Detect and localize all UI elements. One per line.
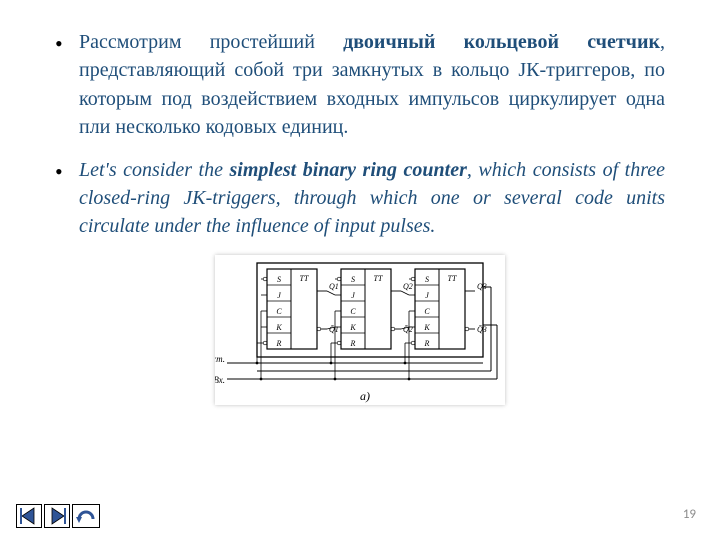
svg-text:K: K	[349, 323, 356, 332]
diagram-container: TTSJCKRQ1Q̄1TTSJCKRQ2Q̄2TTSJCKRQ3Q̄3 Уст…	[55, 255, 665, 405]
bullet-ru-prefix: Рассмотрим простейший	[79, 31, 343, 53]
page-number: 19	[683, 507, 696, 522]
svg-text:Q̄1: Q̄1	[329, 325, 339, 334]
svg-text:S: S	[351, 275, 355, 284]
svg-text:K: K	[423, 323, 430, 332]
svg-text:R: R	[276, 339, 282, 348]
bullet-en: • Let's consider the simplest binary rin…	[55, 156, 665, 241]
svg-text:Q̄2: Q̄2	[403, 325, 413, 334]
svg-text:J: J	[277, 291, 281, 300]
svg-text:Q1: Q1	[329, 282, 339, 291]
svg-text:Q̄3: Q̄3	[477, 325, 487, 334]
input-bx-label: Вх.	[215, 375, 225, 385]
bullet-ru-text: Рассмотрим простейший двоичный кольцевой…	[79, 28, 665, 142]
nav-return-icon[interactable]	[72, 504, 100, 528]
bullet-ru-bold: двоичный кольцевой счетчик	[343, 31, 660, 53]
bullet-en-text: Let's consider the simplest binary ring …	[79, 156, 665, 241]
nav-prev-icon[interactable]	[16, 504, 42, 528]
bullet-en-prefix: Let's consider the	[79, 159, 230, 181]
svg-text:R: R	[350, 339, 356, 348]
svg-text:K: K	[275, 323, 282, 332]
svg-text:J: J	[425, 291, 429, 300]
bullet-ru: • Рассмотрим простейший двоичный кольцев…	[55, 28, 665, 142]
svg-text:Q2: Q2	[403, 282, 413, 291]
slide: • Рассмотрим простейший двоичный кольцев…	[0, 0, 720, 540]
svg-text:C: C	[276, 307, 282, 316]
svg-text:R: R	[424, 339, 430, 348]
diagram-caption: а)	[360, 389, 370, 403]
svg-text:TT: TT	[448, 274, 457, 283]
bullet-marker: •	[55, 28, 79, 59]
ring-counter-diagram: TTSJCKRQ1Q̄1TTSJCKRQ2Q̄2TTSJCKRQ3Q̄3 Уст…	[215, 255, 505, 405]
svg-text:TT: TT	[374, 274, 383, 283]
svg-text:C: C	[350, 307, 356, 316]
bullet-marker: •	[55, 156, 79, 187]
svg-text:S: S	[277, 275, 281, 284]
svg-text:J: J	[351, 291, 355, 300]
nav-next-icon[interactable]	[44, 504, 70, 528]
svg-text:C: C	[424, 307, 430, 316]
svg-text:TT: TT	[300, 274, 309, 283]
svg-text:S: S	[425, 275, 429, 284]
nav-controls	[16, 504, 100, 528]
bullet-en-bold: simplest binary ring counter	[230, 159, 467, 181]
input-ust-label: Уст.	[215, 354, 225, 364]
